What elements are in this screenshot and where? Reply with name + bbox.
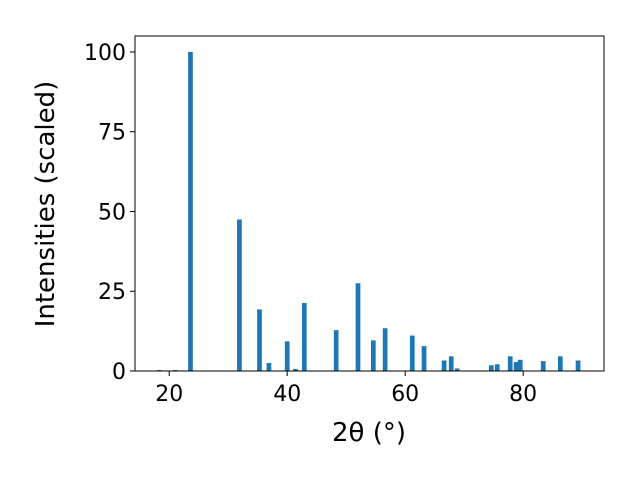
- bar: [293, 369, 298, 371]
- bar: [355, 283, 361, 371]
- y-tick-label: 100: [84, 41, 126, 66]
- bar: [488, 365, 494, 371]
- bar: [575, 360, 581, 371]
- bar: [557, 356, 563, 371]
- bar: [284, 341, 290, 371]
- bar: [454, 368, 460, 371]
- y-tick-label: 50: [98, 200, 126, 225]
- bar: [370, 340, 376, 371]
- bar: [540, 361, 546, 371]
- y-tick-label: 25: [98, 280, 126, 305]
- bar: [494, 364, 500, 371]
- bar: [448, 356, 454, 371]
- plot-frame: [134, 35, 605, 372]
- bar: [257, 309, 262, 371]
- bar: [421, 346, 427, 371]
- y-tick-label: 75: [98, 121, 126, 146]
- bar: [237, 219, 242, 371]
- bar: [301, 303, 307, 371]
- bar: [409, 335, 415, 371]
- bar: [382, 328, 388, 371]
- y-axis-label: Intensities (scaled): [31, 81, 61, 328]
- x-tick-label: 80: [509, 382, 537, 407]
- bar: [188, 51, 193, 371]
- x-axis-label: 2θ (°): [332, 418, 406, 448]
- bar: [441, 360, 447, 371]
- x-tick-label: 20: [155, 382, 183, 407]
- y-tick-label: 0: [112, 360, 126, 385]
- bar: [333, 330, 339, 371]
- bar: [507, 356, 513, 371]
- x-tick-label: 40: [273, 382, 301, 407]
- x-tick-label: 60: [391, 382, 419, 407]
- bar: [513, 362, 519, 371]
- bar: [517, 359, 523, 371]
- bar: [266, 363, 272, 371]
